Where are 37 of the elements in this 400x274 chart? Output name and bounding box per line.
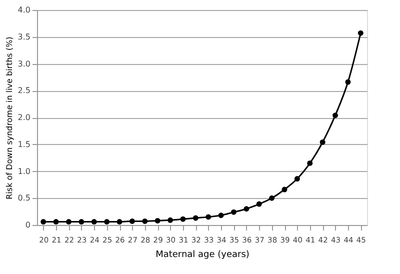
point <box>345 79 351 85</box>
point <box>180 216 186 222</box>
point <box>320 139 326 145</box>
point <box>116 219 122 225</box>
y-tick-label: 3.0 <box>18 59 30 68</box>
point <box>244 206 250 212</box>
y-tick-label: 3.5 <box>18 32 30 42</box>
point <box>104 219 110 225</box>
point <box>154 218 160 224</box>
point <box>332 112 338 118</box>
x-axis-title: Maternal age (years) <box>156 250 250 260</box>
y-tick-label: 0 <box>25 220 30 230</box>
point <box>256 201 262 207</box>
y-tick-label: 2.0 <box>18 113 30 122</box>
y-tick-label: 2.5 <box>18 86 30 96</box>
y-tick-label: 1.5 <box>18 140 30 149</box>
point <box>282 186 288 192</box>
y-tick-label: 0.5 <box>18 194 30 203</box>
y-tick-label: 1.0 <box>18 166 30 176</box>
point <box>230 209 236 215</box>
y-axis-title: Risk of Down syndrome in live births (%) <box>4 36 14 200</box>
point <box>66 219 72 225</box>
point <box>218 212 224 218</box>
point <box>192 215 198 221</box>
point <box>142 218 148 224</box>
point <box>168 217 174 223</box>
y-tick-label: 4.0 <box>18 6 30 14</box>
point <box>40 219 46 225</box>
point <box>294 176 300 182</box>
point <box>129 218 135 224</box>
point <box>269 195 275 201</box>
point <box>206 214 212 220</box>
point <box>53 219 59 225</box>
point <box>78 219 84 225</box>
point <box>307 160 313 166</box>
point <box>91 219 97 225</box>
point <box>358 30 364 36</box>
